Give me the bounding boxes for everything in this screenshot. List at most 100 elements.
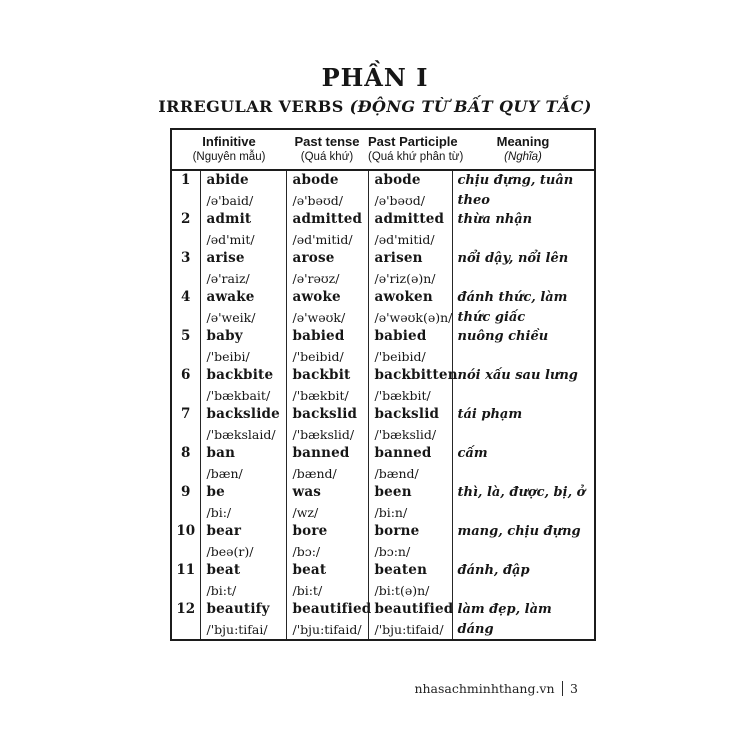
row-number: 8 [181, 445, 191, 461]
infinitive-cell: ban /bæn/ [199, 444, 286, 483]
past-participle-phonetic: /'beibid/ [374, 348, 426, 364]
footer-page-number: 3 [570, 681, 578, 696]
past-participle-word: borne [374, 523, 420, 539]
past-tense-word: beat [292, 562, 327, 578]
past-participle-phonetic: /ə'riz(ə)n/ [374, 270, 436, 286]
meaning-cell: mang, chịu đựng [451, 522, 595, 561]
past-tense-word: awoke [292, 289, 341, 305]
infinitive-phonetic: /ə'baid/ [206, 192, 254, 208]
meaning-text: nổi dậy, nổi lên [457, 251, 569, 266]
infinitive-cell: be /bi:/ [199, 483, 286, 522]
infinitive-word: awake [206, 289, 255, 305]
infinitive-cell: arise /ə'raiz/ [199, 249, 286, 288]
past-participle-phonetic: /bi:n/ [374, 504, 408, 520]
meaning-cell: cấm [451, 444, 595, 483]
past-participle-phonetic: /ə'wəʊk(ə)n/ [374, 309, 453, 325]
subtitle-vietnamese: (ĐỘNG TỪ BẤT QUY TẮC) [349, 97, 592, 116]
table-row: 4 awake /ə'weik/ awoke /ə'wəʊk/ awoken /… [171, 288, 595, 327]
past-tense-cell: beat /bi:t/ [285, 561, 368, 600]
infinitive-phonetic: /bæn/ [206, 465, 243, 481]
meaning-text: nuông chiều [457, 329, 549, 344]
footer-site-name: nhasachminhthang.vn [414, 681, 555, 696]
past-participle-word: admitted [374, 211, 445, 227]
table-row: 3 arise /ə'raiz/ arose /ə'rəʊz/ arisen /… [171, 249, 595, 288]
past-participle-phonetic: /ə'bəʊd/ [374, 192, 425, 208]
subtitle-english: IRREGULAR VERBS [158, 97, 344, 116]
meaning-text: tái phạm [457, 407, 523, 422]
infinitive-word: arise [206, 250, 245, 266]
table-row: 2 admit /əd'mit/ admitted /əd'mitid/ adm… [171, 210, 595, 249]
past-tense-phonetic: /bi:t/ [292, 582, 323, 598]
past-tense-word: arose [292, 250, 335, 266]
past-participle-word: been [374, 484, 412, 500]
past-tense-phonetic: /əd'mitid/ [292, 231, 353, 247]
past-tense-cell: was /wz/ [285, 483, 368, 522]
table-row: 7 backslide /'bækslaid/ backslid /'bæksl… [171, 405, 595, 444]
past-participle-word: banned [374, 445, 432, 461]
past-tense-cell: abode /ə'bəʊd/ [285, 170, 368, 210]
header-past-tense-sublabel: (Quá khứ) [300, 151, 354, 163]
header-infinitive: Infinitive (Nguyên mẫu) [171, 129, 286, 171]
meaning-text: cấm [457, 446, 488, 461]
past-tense-phonetic: /'bækslid/ [292, 426, 355, 442]
table-header: Infinitive (Nguyên mẫu) Past tense (Quá … [171, 129, 595, 171]
past-tense-cell: bore /bɔ:/ [285, 522, 368, 561]
infinitive-phonetic: /'bju:tifai/ [206, 621, 268, 637]
past-participle-cell: beaten /bi:t(ə)n/ [367, 561, 452, 600]
past-tense-word: was [292, 484, 322, 500]
past-tense-word: banned [292, 445, 350, 461]
past-participle-word: beaten [374, 562, 428, 578]
header-past-participle-label: Past Participle [368, 134, 458, 149]
infinitive-word: ban [206, 445, 236, 461]
infinitive-cell: abide /ə'baid/ [199, 170, 286, 210]
meaning-cell: chịu đựng, tuân theo [451, 170, 595, 210]
meaning-cell: thừa nhận [451, 210, 595, 249]
past-participle-word: backslid [374, 406, 440, 422]
infinitive-cell: backbite /'bækbait/ [199, 366, 286, 405]
header-past-tense: Past tense (Quá khứ) [286, 129, 368, 171]
meaning-text: làm đẹp, làm dáng [457, 602, 552, 637]
table-row: 10 bear /beə(r)/ bore /bɔ:/ borne /bɔ:n/… [171, 522, 595, 561]
past-tense-word: bore [292, 523, 328, 539]
infinitive-phonetic: /ə'weik/ [206, 309, 256, 325]
row-number: 6 [181, 367, 191, 383]
infinitive-phonetic: /beə(r)/ [206, 543, 254, 559]
row-number: 2 [181, 211, 191, 227]
infinitive-cell: beat /bi:t/ [199, 561, 286, 600]
past-participle-phonetic: /'bækslid/ [374, 426, 437, 442]
past-tense-cell: backbit /'bækbit/ [285, 366, 368, 405]
infinitive-word: be [206, 484, 225, 500]
meaning-cell: tái phạm [451, 405, 595, 444]
past-participle-cell: awoken /ə'wəʊk(ə)n/ [367, 288, 453, 327]
past-tense-cell: banned /bænd/ [285, 444, 368, 483]
table-body: 1 abide /ə'baid/ abode /ə'bəʊd/ abode /ə… [171, 170, 595, 640]
table-row: 9 be /bi:/ was /wz/ been /bi:n/ thì, là,… [171, 483, 595, 522]
infinitive-word: bear [206, 523, 242, 539]
past-tense-word: backslid [292, 406, 358, 422]
past-participle-cell: borne /bɔ:n/ [367, 522, 452, 561]
row-number: 10 [176, 523, 196, 539]
infinitive-phonetic: /bi:/ [206, 504, 232, 520]
table-row: 12 beautify /'bju:tifai/ beautified /'bj… [171, 600, 595, 640]
header-meaning: Meaning (Nghĩa) [452, 129, 595, 171]
meaning-text: mang, chịu đựng [457, 524, 581, 539]
past-participle-phonetic: /bi:t(ə)n/ [374, 582, 430, 598]
infinitive-phonetic: /ə'raiz/ [206, 270, 250, 286]
past-tense-cell: admitted /əd'mitid/ [285, 210, 368, 249]
meaning-text: đánh thức, làm thức giấc [457, 290, 568, 325]
infinitive-cell: beautify /'bju:tifai/ [199, 600, 286, 640]
page-title: PHẦN I [321, 63, 429, 92]
row-number: 3 [181, 250, 191, 266]
past-participle-word: beautified [374, 601, 454, 617]
past-participle-cell: admitted /əd'mitid/ [367, 210, 452, 249]
row-number: 1 [181, 172, 191, 188]
header-infinitive-label: Infinitive [202, 134, 256, 149]
infinitive-phonetic: /əd'mit/ [206, 231, 255, 247]
header-meaning-label: Meaning [496, 134, 550, 149]
past-participle-phonetic: /'bju:tifaid/ [374, 621, 444, 637]
infinitive-cell: bear /beə(r)/ [199, 522, 286, 561]
past-tense-cell: awoke /ə'wəʊk/ [285, 288, 368, 327]
past-tense-phonetic: /'beibid/ [292, 348, 344, 364]
past-participle-phonetic: /bænd/ [374, 465, 419, 481]
past-participle-cell: banned /bænd/ [367, 444, 452, 483]
